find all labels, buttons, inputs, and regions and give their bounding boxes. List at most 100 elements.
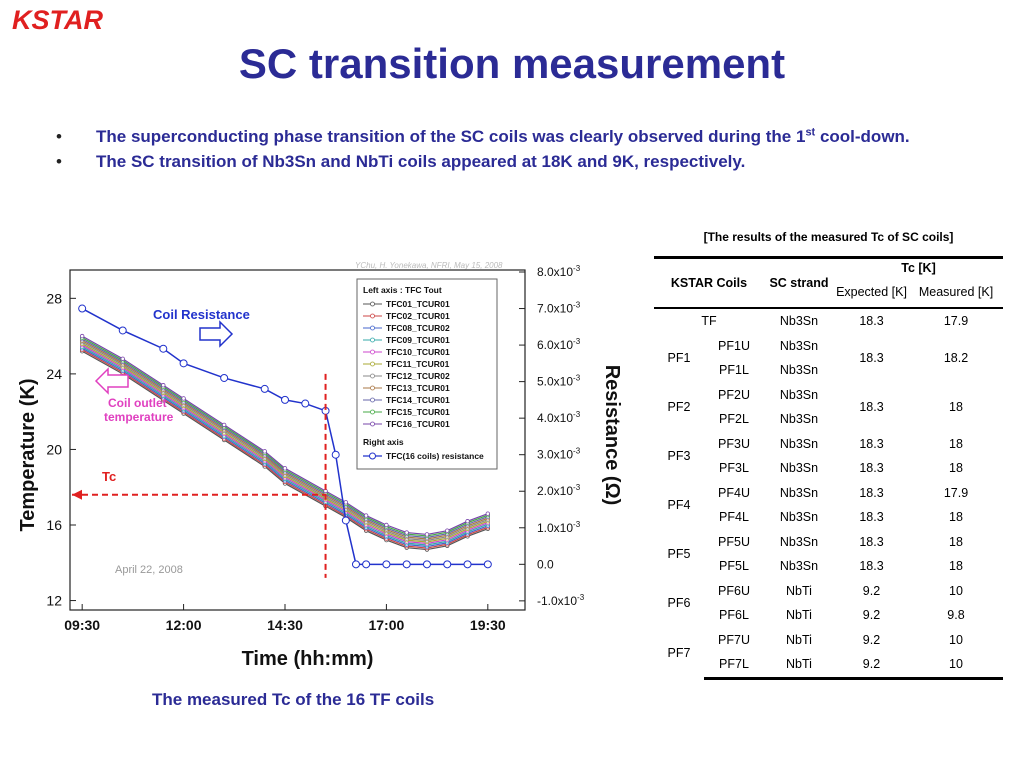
table-caption: [The results of the measured Tc of SC co… [703,230,954,244]
table-row: PF2L Nb3Sn [654,407,1003,432]
cell-expected: 9.2 [834,652,909,680]
cell-coil: PF6L [719,608,749,623]
cell-coil-group: PF4 [667,498,691,512]
bullet-mark: • [56,152,62,171]
temperature-series-line [81,349,489,549]
header-tc: Tc [K] [834,256,1003,277]
temperature-series-line [81,347,489,548]
legend-marker [370,409,375,415]
chart-date-note: April 22, 2008 [115,564,183,576]
header-strand: SC strand [764,256,834,309]
cell-strand: Nb3Sn [779,559,819,574]
table-row: PF7 PF7U NbTi 9.2 10 [654,628,1003,660]
resistance-series-point [78,304,87,313]
cell-coil: PF7U [718,632,750,647]
cell-measured: 18.2 [943,351,969,365]
resistance-series-point [220,373,229,382]
legend-left-series: TFC09_TCUR01 [386,335,450,345]
bullet-tail: cool-down. [815,127,910,146]
resistance-series-point [280,395,289,404]
coil-resistance-label: Coil Resistance [153,307,250,322]
temperature-series-point [384,522,389,528]
cell-coil-group: PF6 [667,596,691,610]
cell-measured: 10 [949,583,963,598]
temperature-series-point [485,511,491,516]
cell-coil-group: PF5 [667,547,691,561]
tc-arrowhead [72,489,82,500]
left-tick-label: 24 [46,366,62,382]
x-tick-label: 19:30 [470,617,506,633]
cell-coil-group: PF3 [667,449,691,463]
header-coils: KSTAR Coils [654,256,764,309]
bullet-list: • The superconducting phase transition of… [56,126,976,176]
resistance-series-point [159,344,168,353]
left-tick-label: 16 [46,517,62,533]
legend-left-series: TFC10_TCUR01 [386,347,450,357]
cell-strand: Nb3Sn [779,363,819,378]
cell-expected: 18.3 [859,485,884,500]
resistance-series-point [341,516,350,525]
coil-outlet-label: Coil outlet [108,396,167,410]
coil-outlet-label: temperature [104,410,174,424]
temperature-series-point [262,449,267,454]
cell-expected: 18.3 [859,400,884,414]
right-tick-label: 5.0x10-3 [537,374,581,389]
legend-box [356,278,498,470]
temperature-series-point [161,383,166,388]
bullet-text: The superconducting phase transition of … [96,127,806,146]
header-expected: Expected [K] [834,277,909,309]
bullet-text: The SC transition of Nb3Sn and NbTi coil… [96,152,746,171]
cell-coil: PF1L [719,363,749,378]
cell-coil: PF5L [719,559,749,574]
resistance-series-point [382,560,391,569]
cell-expected: 9.2 [862,608,881,623]
legend-left-series: TFC01_TCUR01 [386,299,450,309]
resistance-series-point [301,399,310,408]
chart-credit: YChu, H. Yonekawa, NFRI, May 15, 2008 [355,261,503,270]
cell-coil-group: PF1 [667,351,691,365]
cell-strand: Nb3Sn [779,338,819,353]
cell-strand: Nb3Sn [779,412,819,427]
temperature-series-point [343,500,349,505]
y-left-axis-title: Temperature (K) [17,379,39,532]
legend-left-series: TFC16_TCUR01 [386,419,450,429]
table-row: PF6L NbTi 9.2 9.8 [654,603,1003,628]
right-tick-label: 1.0x10-3 [537,520,581,535]
temperature-series-line [81,340,489,540]
bullet-superscript: st [805,126,816,139]
legend-right-series: TFC(16 coils) resistance [386,451,484,461]
temperature-series-line [81,335,489,536]
legend-marker [370,325,375,331]
cell-coil: PF4L [719,510,749,525]
legend-left-series: TFC11_TCUR01 [386,359,450,369]
legend-left-series: TFC12_TCUR02 [386,371,450,381]
cell-measured: 17.9 [943,485,969,500]
resistance-series-point [179,359,188,368]
left-tick-label: 12 [46,593,62,609]
cell-measured: 18 [949,534,963,549]
table-row: PF2 PF2U Nb3Sn 18.3 18 [654,383,1003,414]
table-row: PF3 PF3U Nb3Sn 18.3 18 [654,432,1003,463]
cell-strand: Nb3Sn [779,436,819,451]
right-tick-label: 6.0x10-3 [537,337,581,352]
x-tick-label: 17:00 [368,617,404,633]
temperature-series-point [79,333,85,339]
legend-left-header: Left axis : TFC Tout [363,285,442,295]
right-tick-label: -1.0x10-3 [537,593,585,608]
legend-left-series: TFC08_TCUR02 [386,323,450,333]
chart-caption: The measured Tc of the 16 TF coils [152,690,435,709]
kstar-logo-text: KSTAR [12,5,103,34]
resistance-series-point [362,560,371,569]
tc-label: Tc [102,469,116,484]
table-row: PF1L Nb3Sn [654,358,1003,383]
table-row: PF5 PF5U Nb3Sn 18.3 18 [654,530,1003,561]
cell-strand: Nb3Sn [779,461,819,476]
bullet-item: • The SC transition of Nb3Sn and NbTi coi… [56,151,976,173]
table-row: PF4L Nb3Sn 18.3 18 [654,505,1003,530]
page-title: SC transition measurement [238,40,786,87]
cell-strand: NbTi [786,608,812,623]
cell-coil: PF3U [718,436,750,451]
cell-expected: 9.2 [862,632,881,647]
resistance-series-point [331,450,340,459]
resistance-series-point [402,560,411,569]
